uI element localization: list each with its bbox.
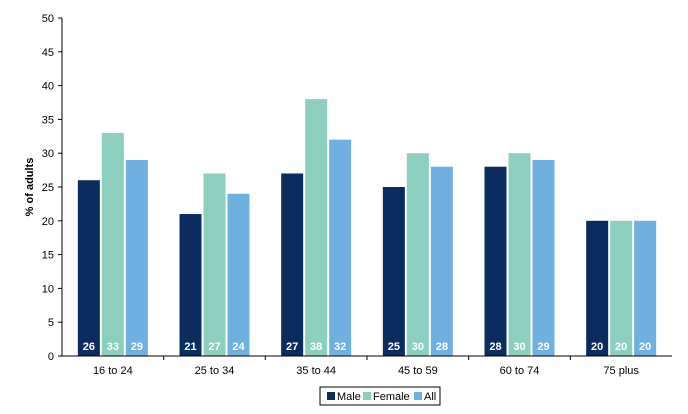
legend-label-all: All [424, 391, 436, 403]
y-tick-label: 5 [48, 317, 54, 329]
bar-female-4 [508, 153, 531, 356]
bar-all-0 [125, 159, 148, 356]
bar-female-5 [610, 220, 633, 356]
legend-box [319, 386, 441, 406]
data-label: 29 [131, 341, 143, 353]
bar-female-0 [101, 132, 124, 356]
y-tick-label: 40 [42, 81, 54, 93]
data-label: 28 [489, 341, 501, 353]
data-label: 27 [286, 341, 298, 353]
y-axis-ticks: 0 5 10 15 20 25 30 35 40 45 50 [42, 13, 62, 363]
data-label: 38 [310, 341, 322, 353]
bar-all-3 [430, 166, 453, 356]
legend-swatch-all [414, 392, 422, 400]
legend-label-male: Male [337, 391, 361, 403]
data-label: 25 [388, 341, 400, 353]
x-tick-label: 75 plus [603, 365, 639, 377]
bar-all-4 [532, 159, 555, 356]
legend-swatch-female [363, 392, 371, 400]
bar-female-1 [203, 173, 226, 356]
y-tick-label: 0 [48, 351, 54, 363]
data-label: 33 [107, 341, 119, 353]
y-tick-label: 20 [42, 216, 54, 228]
data-labels: 26 33 29 21 27 24 27 38 32 25 30 28 28 30 29 20 20 20 [83, 341, 652, 353]
y-tick-label: 35 [42, 114, 54, 126]
x-tick-label: 16 to 24 [93, 365, 133, 377]
data-label: 27 [208, 341, 220, 353]
data-label: 20 [639, 341, 651, 353]
bar-male-0 [77, 180, 100, 356]
legend: Male Female All [319, 386, 441, 406]
data-label: 32 [334, 341, 346, 353]
bar-male-4 [484, 166, 507, 356]
bar-male-2 [281, 173, 304, 356]
y-tick-label: 25 [42, 182, 54, 194]
bar-female-3 [406, 153, 429, 356]
legend-label-female: Female [373, 391, 410, 403]
bar-male-5 [586, 220, 609, 356]
data-label: 24 [232, 341, 245, 353]
data-label: 21 [184, 341, 196, 353]
bar-female-2 [305, 99, 328, 357]
y-tick-label: 30 [42, 148, 54, 160]
bar-all-5 [634, 220, 657, 356]
data-label: 20 [615, 341, 627, 353]
bars [77, 99, 657, 357]
y-tick-label: 15 [42, 250, 54, 262]
x-tick-label: 35 to 44 [296, 365, 336, 377]
bar-all-2 [329, 139, 352, 356]
data-label: 20 [591, 341, 603, 353]
bar-all-1 [227, 193, 250, 356]
y-tick-label: 10 [42, 283, 54, 295]
y-tick-label: 50 [42, 13, 54, 25]
x-axis-ticks: 16 to 24 25 to 34 35 to 44 45 to 59 60 to 74… [93, 356, 639, 377]
data-label: 30 [412, 341, 424, 353]
data-label: 26 [83, 341, 95, 353]
x-tick-label: 45 to 59 [398, 365, 438, 377]
data-label: 29 [537, 341, 549, 353]
data-label: 30 [513, 341, 525, 353]
x-tick-label: 60 to 74 [500, 365, 540, 377]
bar-male-1 [179, 214, 202, 356]
data-label: 28 [436, 341, 448, 353]
y-axis-label: % of adults [24, 158, 36, 217]
y-tick-label: 45 [42, 47, 54, 59]
bar-male-3 [382, 187, 405, 356]
legend-swatch-male [327, 392, 335, 400]
x-tick-label: 25 to 34 [195, 365, 235, 377]
